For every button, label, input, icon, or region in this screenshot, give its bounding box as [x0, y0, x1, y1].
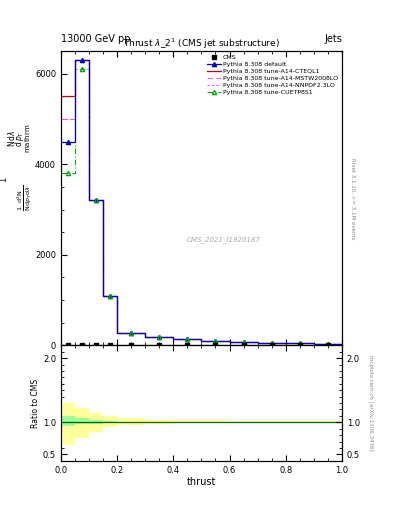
Y-axis label: Rivet 3.1.10, >= 3.1M events: Rivet 3.1.10, >= 3.1M events — [350, 158, 355, 239]
Text: $\mathrm{mathrm}$: $\mathrm{mathrm}$ — [23, 123, 32, 153]
Y-axis label: Ratio to CMS: Ratio to CMS — [31, 378, 40, 428]
X-axis label: thrust: thrust — [187, 477, 216, 487]
Legend: CMS, Pythia 8.308 default, Pythia 8.308 tune-A14-CTEQL1, Pythia 8.308 tune-A14-M: CMS, Pythia 8.308 default, Pythia 8.308 … — [204, 52, 341, 97]
Text: Jets: Jets — [324, 33, 342, 44]
Text: CMS_2021_I1920187: CMS_2021_I1920187 — [187, 236, 261, 243]
Text: 13000 GeV pp: 13000 GeV pp — [61, 33, 130, 44]
Title: Thrust $\lambda\_2^1$ (CMS jet substructure): Thrust $\lambda\_2^1$ (CMS jet substruct… — [123, 37, 280, 51]
Text: $\mathrm{N\,d}\lambda$: $\mathrm{N\,d}\lambda$ — [6, 130, 17, 147]
Y-axis label: $\frac{1}{\mathrm{N}}\frac{\mathrm{d}^2\mathrm{N}}{\mathrm{d}p_T\mathrm{d}\lambd: $\frac{1}{\mathrm{N}}\frac{\mathrm{d}^2\… — [15, 185, 33, 211]
Text: $\mathrm{d}\,p_T$: $\mathrm{d}\,p_T$ — [13, 130, 26, 146]
Y-axis label: mcplots.cern.ch [arXiv:1306.3436]: mcplots.cern.ch [arXiv:1306.3436] — [368, 355, 373, 451]
Text: 1: 1 — [0, 177, 8, 182]
